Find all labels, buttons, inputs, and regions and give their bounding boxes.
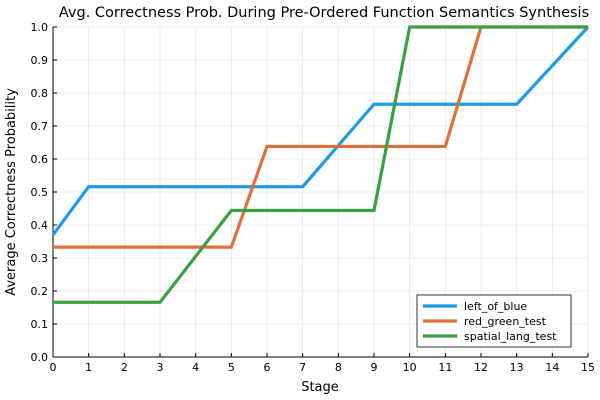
y-tick-label: 0.4 bbox=[31, 219, 49, 232]
x-tick-label: 1 bbox=[85, 361, 92, 374]
y-tick-label: 1.0 bbox=[31, 21, 49, 34]
y-axis-label: Average Correctness Probability bbox=[4, 88, 19, 296]
x-tick-label: 3 bbox=[157, 361, 164, 374]
series-lines bbox=[51, 25, 590, 304]
series-line-spatial-lang-test bbox=[53, 25, 588, 304]
x-tick-label: 2 bbox=[121, 361, 128, 374]
x-tick-label: 0 bbox=[50, 361, 57, 374]
y-tick-label: 0.7 bbox=[31, 120, 49, 133]
y-tick-label: 0.5 bbox=[31, 186, 49, 199]
legend-label: red_green_test bbox=[464, 315, 547, 328]
y-tick-label: 0.8 bbox=[31, 87, 49, 100]
y-tick-label: 0.3 bbox=[31, 252, 49, 265]
x-tick-label: 7 bbox=[299, 361, 306, 374]
y-tick-label: 0.1 bbox=[31, 318, 49, 331]
x-tick-label: 8 bbox=[335, 361, 342, 374]
x-tick-label: 10 bbox=[403, 361, 417, 374]
y-tick-label: 0.0 bbox=[31, 351, 49, 364]
legend-label: left_of_blue bbox=[464, 300, 527, 313]
x-tick-label: 13 bbox=[510, 361, 524, 374]
chart-title: Avg. Correctness Prob. During Pre-Ordere… bbox=[59, 5, 589, 21]
y-tick-label: 0.9 bbox=[31, 54, 49, 67]
legend: left_of_blue red_green_test spatial_lang_t… bbox=[416, 294, 572, 348]
x-tick-label: 11 bbox=[438, 361, 452, 374]
legend-label: spatial_lang_test bbox=[464, 330, 557, 343]
y-axis-ticks: 0.0 0.1 0.2 0.3 0.4 0.5 0.6 0.7 0.8 0.9 1.0 bbox=[31, 21, 57, 364]
x-tick-label: 4 bbox=[192, 361, 199, 374]
x-axis-label: Stage bbox=[301, 380, 339, 395]
y-tick-label: 0.6 bbox=[31, 153, 49, 166]
x-tick-label: 9 bbox=[371, 361, 378, 374]
x-axis-ticks: 0 1 2 3 4 5 6 7 8 9 10 11 12 13 14 15 bbox=[50, 353, 595, 374]
x-tick-label: 12 bbox=[474, 361, 488, 374]
x-tick-label: 5 bbox=[228, 361, 235, 374]
x-tick-label: 15 bbox=[581, 361, 595, 374]
x-tick-label: 14 bbox=[545, 361, 559, 374]
series-line-left-of-blue bbox=[51, 25, 590, 236]
x-tick-label: 6 bbox=[264, 361, 271, 374]
y-tick-label: 0.2 bbox=[31, 285, 49, 298]
